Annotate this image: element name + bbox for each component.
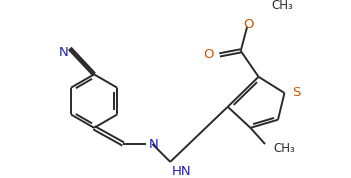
Text: CH₃: CH₃ bbox=[272, 0, 293, 12]
Text: S: S bbox=[292, 86, 300, 99]
Text: N: N bbox=[58, 46, 68, 59]
Text: O: O bbox=[243, 19, 253, 32]
Text: HN: HN bbox=[172, 165, 192, 178]
Text: N: N bbox=[149, 138, 159, 151]
Text: O: O bbox=[204, 48, 214, 61]
Text: CH₃: CH₃ bbox=[273, 142, 295, 155]
